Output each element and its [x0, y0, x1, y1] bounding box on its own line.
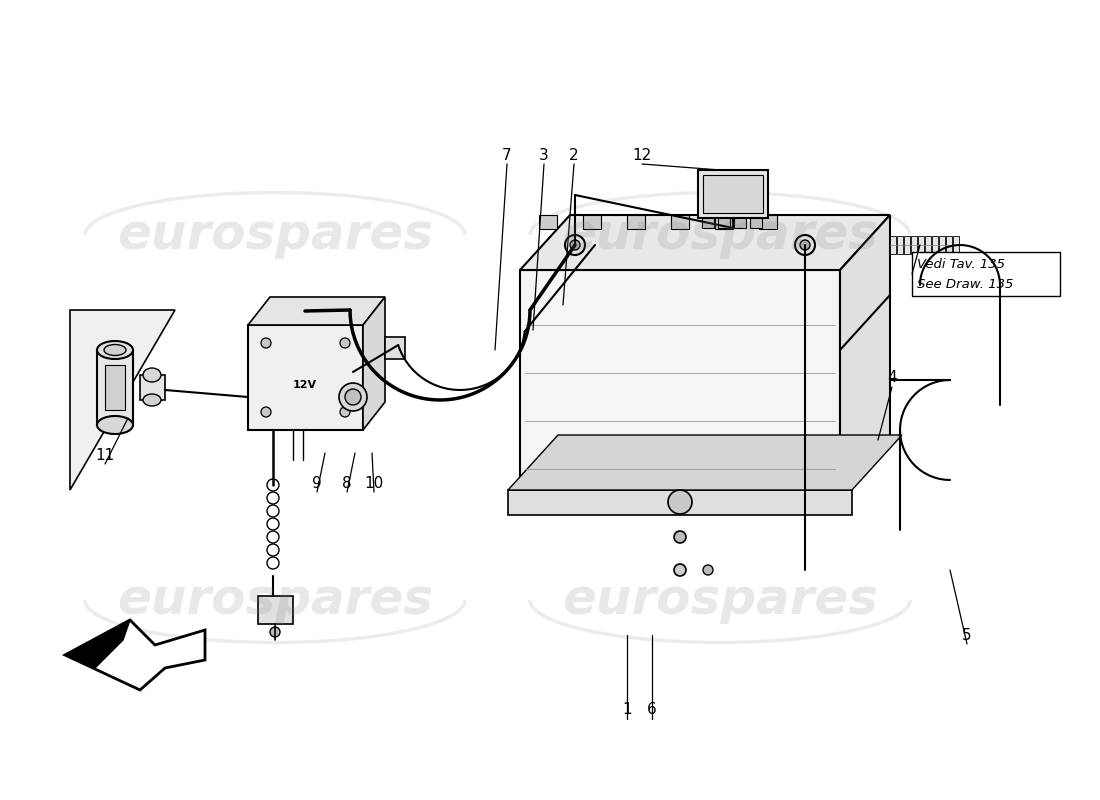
- Bar: [734, 218, 746, 228]
- Text: 5: 5: [962, 627, 971, 642]
- Circle shape: [795, 235, 815, 255]
- Text: eurospares: eurospares: [117, 211, 433, 259]
- Bar: [385, 337, 405, 359]
- Bar: [911, 236, 917, 254]
- Circle shape: [565, 235, 585, 255]
- Circle shape: [340, 338, 350, 348]
- Polygon shape: [508, 435, 902, 490]
- Circle shape: [674, 531, 686, 543]
- Bar: [750, 218, 762, 228]
- Text: See Draw. 135: See Draw. 135: [917, 278, 1013, 290]
- Bar: [890, 236, 896, 254]
- Polygon shape: [363, 297, 385, 430]
- Circle shape: [668, 490, 692, 514]
- Bar: [698, 170, 768, 218]
- Polygon shape: [520, 215, 890, 270]
- Bar: [918, 236, 924, 254]
- Ellipse shape: [339, 383, 367, 411]
- Bar: [97, 350, 133, 425]
- Text: 10: 10: [364, 475, 384, 490]
- Bar: [702, 218, 714, 228]
- Ellipse shape: [97, 341, 133, 359]
- Circle shape: [703, 565, 713, 575]
- Bar: [583, 215, 601, 229]
- Circle shape: [800, 240, 810, 250]
- Bar: [925, 236, 931, 254]
- Bar: [104, 365, 125, 410]
- Bar: [759, 215, 777, 229]
- Polygon shape: [65, 620, 205, 690]
- Bar: [671, 215, 689, 229]
- Text: 9: 9: [312, 475, 322, 490]
- Polygon shape: [840, 215, 890, 490]
- Text: 12: 12: [632, 147, 651, 162]
- Polygon shape: [65, 620, 130, 668]
- Bar: [939, 236, 945, 254]
- Bar: [140, 375, 165, 400]
- Text: Vedi Tav. 135: Vedi Tav. 135: [917, 258, 1005, 270]
- Text: eurospares: eurospares: [562, 576, 878, 624]
- Bar: [953, 236, 959, 254]
- Bar: [627, 215, 645, 229]
- Circle shape: [674, 564, 686, 576]
- Text: 1: 1: [623, 702, 631, 718]
- Bar: [718, 218, 730, 228]
- Circle shape: [340, 407, 350, 417]
- Text: 12V: 12V: [293, 380, 317, 390]
- Text: eurospares: eurospares: [117, 576, 433, 624]
- Text: 2: 2: [569, 147, 579, 162]
- Ellipse shape: [345, 389, 361, 405]
- Text: 8: 8: [342, 475, 352, 490]
- Bar: [520, 270, 840, 490]
- Bar: [258, 596, 293, 624]
- Text: eurospares: eurospares: [562, 211, 878, 259]
- Circle shape: [261, 338, 271, 348]
- Circle shape: [270, 627, 280, 637]
- Bar: [703, 175, 763, 213]
- Bar: [932, 236, 938, 254]
- Circle shape: [261, 407, 271, 417]
- Polygon shape: [248, 297, 385, 325]
- Bar: [248, 325, 363, 430]
- Ellipse shape: [143, 394, 161, 406]
- Text: 11: 11: [96, 447, 114, 462]
- Polygon shape: [70, 310, 175, 490]
- Text: 6: 6: [647, 702, 657, 718]
- Circle shape: [570, 240, 580, 250]
- Bar: [912, 252, 1060, 296]
- Ellipse shape: [104, 345, 126, 355]
- Bar: [904, 236, 910, 254]
- Bar: [896, 236, 903, 254]
- Text: 7: 7: [503, 147, 512, 162]
- Bar: [946, 236, 952, 254]
- Bar: [508, 490, 852, 515]
- Bar: [539, 215, 557, 229]
- Ellipse shape: [143, 368, 161, 382]
- Text: 4: 4: [888, 370, 896, 386]
- Bar: [715, 215, 733, 229]
- Ellipse shape: [97, 416, 133, 434]
- Text: 3: 3: [539, 147, 549, 162]
